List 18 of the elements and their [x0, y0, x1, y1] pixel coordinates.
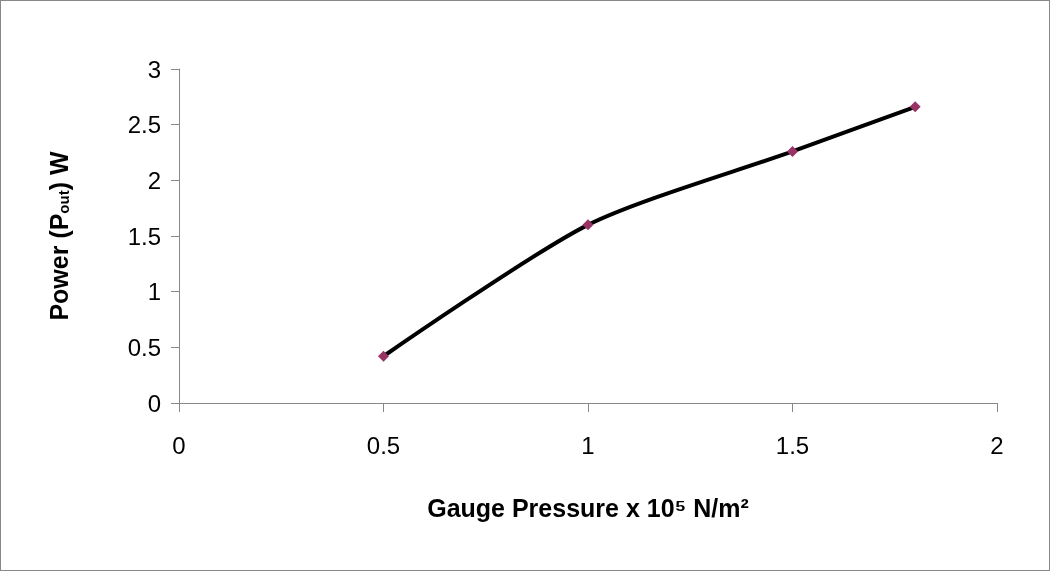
- x-tick-label: 0: [172, 431, 186, 459]
- y-tick-label: 0.5: [127, 333, 161, 361]
- x-tick-label: 0.5: [366, 431, 401, 459]
- x-tick-label: 2: [990, 431, 1004, 459]
- y-tick-label: 0: [147, 389, 161, 417]
- y-tick-label: 3: [147, 55, 161, 83]
- point: [787, 145, 798, 157]
- x-axis-title: Gauge Pressure x 10⁵ N/m²: [427, 493, 749, 522]
- y-tick-label: 1: [147, 278, 161, 306]
- x-tick-label: 1.5: [775, 431, 810, 459]
- y-tick-label: 1.5: [127, 222, 161, 250]
- point: [909, 101, 921, 113]
- y-tick-label: 2.5: [127, 111, 161, 139]
- y-axis-title: Power (Pout) W: [44, 151, 73, 321]
- x-tick-label: 1: [581, 431, 595, 459]
- y-tick-label: 2: [147, 166, 161, 194]
- point: [582, 219, 594, 231]
- point: [378, 350, 389, 362]
